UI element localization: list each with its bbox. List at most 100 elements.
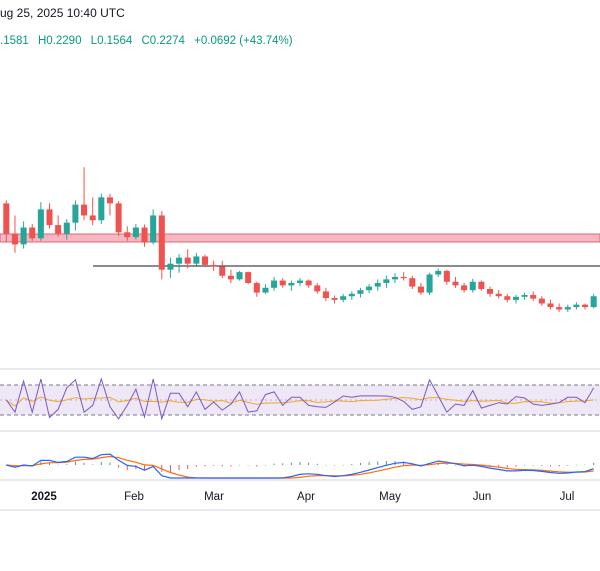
candle-body [469, 281, 476, 291]
candle-body [487, 289, 494, 294]
macd-histogram-bar [334, 465, 336, 466]
macd-histogram-bar [549, 465, 551, 467]
x-tick-label: Jul [560, 491, 575, 503]
change-value: +0.0692 (+43.74%) [194, 35, 293, 47]
macd-histogram-bar [498, 465, 500, 468]
macd-histogram-bar [359, 462, 361, 465]
macd-histogram-bar [515, 465, 517, 467]
macd-histogram-bar [195, 465, 197, 467]
macd-histogram-bar [403, 461, 405, 465]
macd-histogram-bar [247, 465, 249, 466]
candle-body [357, 290, 364, 294]
rsi-line [5, 377, 595, 421]
candle-body [340, 296, 347, 300]
high-value: H0.2290 [37, 35, 82, 47]
macd-histogram-bar [169, 465, 171, 473]
macd-histogram-bar [290, 462, 292, 465]
macd-histogram-bar [342, 464, 344, 466]
candle-body [167, 263, 174, 270]
candle-body [106, 197, 113, 204]
macd-signal-line [6, 455, 594, 479]
macd-histogram-bar [109, 462, 111, 465]
candle-body [271, 280, 278, 288]
candle-body [210, 264, 217, 267]
candle-body [72, 204, 79, 223]
candle-body [478, 281, 485, 289]
candle-body [461, 285, 468, 291]
candle-body [245, 272, 252, 283]
candle-body [296, 280, 304, 283]
rsi-moving-average [6, 396, 594, 407]
candle-body [495, 293, 502, 297]
macd-histogram-bar [316, 463, 318, 465]
candle-body [443, 270, 450, 282]
candle-body [150, 215, 157, 243]
macd-histogram-bar [282, 463, 284, 465]
candle-body [46, 209, 53, 226]
candle-body [400, 276, 407, 279]
x-tick-label: Jun [473, 491, 492, 503]
macd-histogram-bar [118, 465, 120, 468]
macd-histogram-bar [454, 465, 456, 466]
macd-histogram-bar [213, 465, 215, 466]
candle-body [37, 209, 44, 239]
candle-body [193, 256, 200, 264]
macd-histogram-bar [264, 465, 266, 466]
macd-histogram-bar [100, 462, 102, 465]
candle-body [98, 197, 105, 221]
candle-body [426, 274, 433, 293]
macd-histogram-bar [593, 462, 595, 465]
open-value: .1581 [0, 35, 29, 47]
candle-body [409, 278, 416, 287]
macd-histogram-bar [351, 463, 353, 465]
candle-body [184, 257, 191, 264]
candle-body [115, 203, 122, 233]
macd-histogram-bar [178, 465, 180, 471]
candle-body [29, 227, 36, 239]
macd-histogram-bar [187, 465, 189, 470]
candle-body [176, 257, 183, 264]
candle-body [305, 280, 312, 286]
candle-body [219, 266, 226, 276]
macd-histogram-bar [575, 464, 577, 466]
candle-body [348, 293, 355, 297]
candle-body [582, 304, 589, 308]
macd-histogram-bar [204, 465, 206, 467]
candle-body [201, 256, 209, 265]
macd-histogram-bar [532, 465, 534, 466]
candle-body [132, 227, 139, 238]
macd-histogram-bar [49, 462, 51, 465]
macd-histogram-bar [230, 465, 232, 467]
candle-body [331, 298, 338, 300]
candle-body [366, 286, 373, 291]
candle-body [124, 232, 131, 238]
macd-histogram-bar [83, 462, 85, 465]
macd-line [6, 453, 594, 479]
close-value: C0.2274 [141, 35, 185, 47]
candle-body [383, 279, 390, 283]
macd-histogram-bar [308, 462, 310, 465]
macd-histogram-bar [144, 465, 146, 471]
macd-histogram-bar [74, 461, 76, 465]
chart-datetime: ug 25, 2025 10:40 UTC [0, 6, 125, 20]
candle-body [141, 227, 148, 243]
candle-body [322, 291, 329, 299]
candles-group [3, 167, 597, 312]
candle-body [391, 276, 399, 280]
macd-histogram-bar [584, 464, 586, 466]
x-tick-label: May [379, 491, 401, 503]
candle-body [279, 280, 286, 286]
candle-body [590, 296, 597, 308]
candle-body [253, 282, 260, 293]
candle-body [417, 286, 424, 293]
candle-body [288, 282, 295, 286]
candle-body [11, 233, 18, 245]
candle-body [262, 287, 269, 293]
macd-histogram-bar [299, 462, 301, 465]
macd-histogram-bar [256, 465, 258, 467]
low-value: L0.1564 [90, 35, 133, 47]
candle-body [158, 215, 165, 270]
candle-body [452, 281, 459, 286]
ohlc-readout: .1581 H0.2290 L0.1564 C0.2274 +0.0692 (+… [0, 35, 299, 47]
